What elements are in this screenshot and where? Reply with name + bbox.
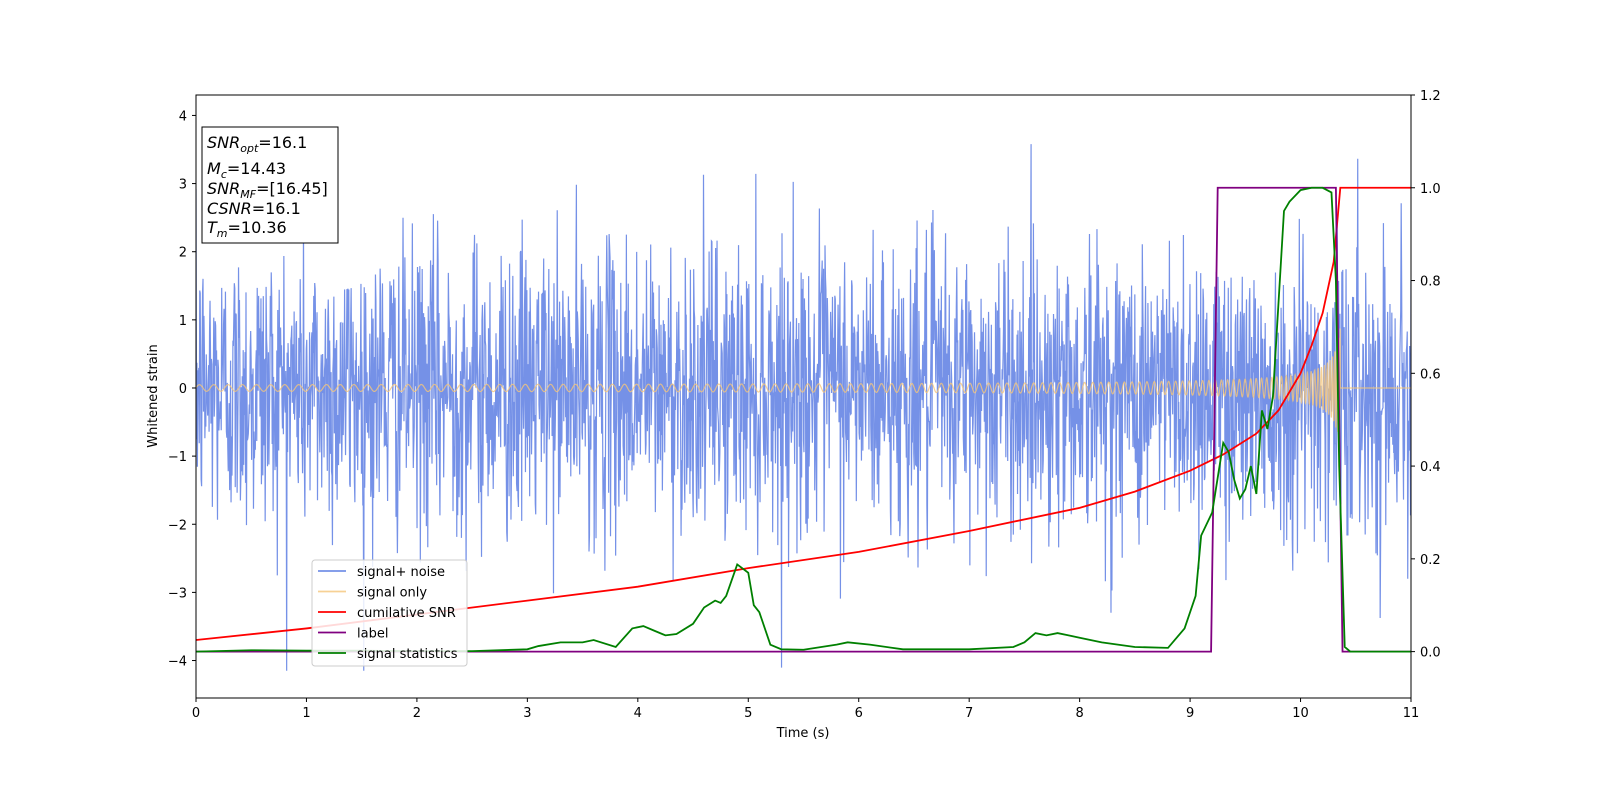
x-tick-label: 4 <box>634 706 642 721</box>
series-signal-only <box>196 328 1411 443</box>
x-tick-label: 10 <box>1292 706 1309 721</box>
y-tick-label: −3 <box>168 586 187 601</box>
series-signal-noise <box>196 144 1411 671</box>
legend-label: cumilative SNR <box>357 606 456 621</box>
x-tick-label: 7 <box>965 706 973 721</box>
y2-tick-label: 0.2 <box>1420 553 1441 568</box>
y-axis-left: −4 −3 −2 −1 0 1 2 3 4 <box>168 109 196 670</box>
y-tick-label: −4 <box>168 655 187 670</box>
y-tick-label: 2 <box>179 246 187 261</box>
series-layer <box>196 144 1411 671</box>
y2-tick-label: 0.6 <box>1420 367 1441 382</box>
annotation-line-snr-opt: SNRopt=16.1 <box>207 133 307 155</box>
x-tick-label: 1 <box>302 706 310 721</box>
y2-tick-label: 0.8 <box>1420 275 1441 290</box>
x-tick-label: 6 <box>855 706 863 721</box>
legend-label: signal only <box>357 586 427 601</box>
y-axis-right: 0.0 0.2 0.4 0.6 0.8 1.0 1.2 <box>1411 89 1441 661</box>
y2-tick-label: 0.4 <box>1420 460 1441 475</box>
series-cumulative-snr <box>196 186 1411 641</box>
y2-tick-label: 1.2 <box>1420 89 1441 104</box>
series-signal-statistics <box>196 186 1411 653</box>
y-tick-label: 3 <box>179 178 187 193</box>
y-tick-label: −1 <box>168 450 187 465</box>
x-axis: 0 1 2 3 4 5 6 7 8 9 10 11 <box>192 698 1419 721</box>
y2-tick-label: 1.0 <box>1420 182 1441 197</box>
legend-label: label <box>357 627 388 642</box>
x-tick-label: 5 <box>744 706 752 721</box>
annotation-line-tm: Tm=10.36 <box>207 218 287 240</box>
y-axis-label: Whitened strain <box>146 344 161 447</box>
legend: signal+ noise signal only cumilative SNR la… <box>311 559 468 667</box>
x-tick-label: 11 <box>1403 706 1420 721</box>
y2-tick-label: 0.0 <box>1420 646 1441 661</box>
x-tick-label: 8 <box>1075 706 1083 721</box>
legend-label: signal+ noise <box>357 565 445 580</box>
x-axis-label: Time (s) <box>776 726 830 741</box>
legend-frame <box>311 559 468 667</box>
annotation-line-mc: Mc=14.43 <box>207 159 286 181</box>
annotation-box: SNRopt=16.1 Mc=14.43 SNRMF=[16.45] CSNR=… <box>201 126 339 244</box>
legend-label: signal statistics <box>357 647 458 662</box>
x-tick-label: 2 <box>413 706 421 721</box>
plot-frame <box>195 94 1412 699</box>
x-tick-label: 9 <box>1186 706 1194 721</box>
annotation-line-csnr: CSNR=16.1 <box>207 199 301 218</box>
annotation-line-snr-mf: SNRMF=[16.45] <box>207 179 328 201</box>
annotation-frame <box>201 126 339 244</box>
y-tick-label: 0 <box>179 382 187 397</box>
y-tick-label: −2 <box>168 518 187 533</box>
x-tick-label: 3 <box>523 706 531 721</box>
y-tick-label: 4 <box>179 109 187 124</box>
x-tick-label: 0 <box>192 706 200 721</box>
y-tick-label: 1 <box>179 314 187 329</box>
